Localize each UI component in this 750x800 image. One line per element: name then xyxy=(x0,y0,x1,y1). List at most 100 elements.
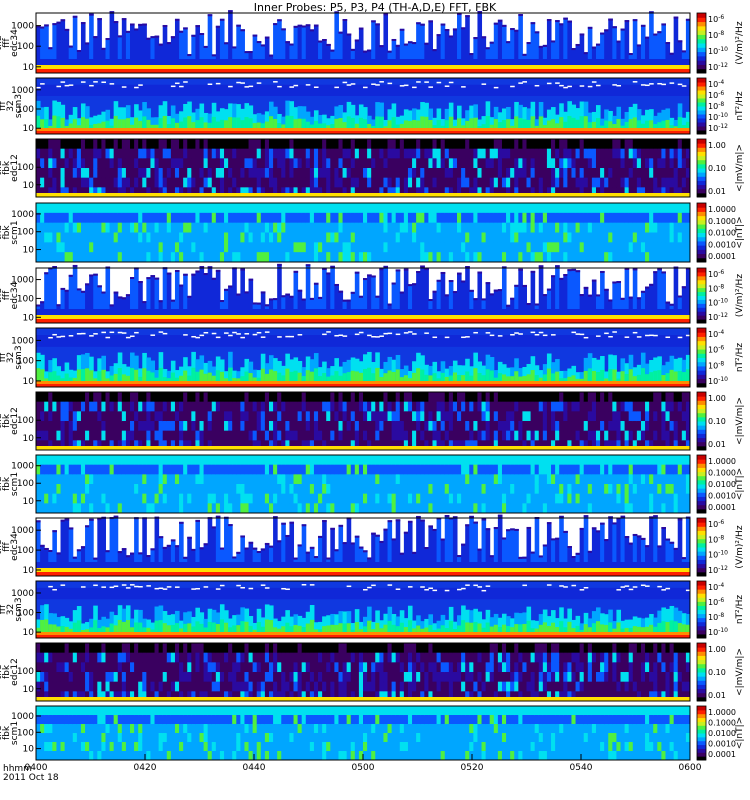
fbk-cell xyxy=(428,232,433,243)
fbk-cell xyxy=(501,430,507,441)
spectrum-cap xyxy=(187,54,192,57)
fbk-cell xyxy=(72,148,78,159)
fbk-cell xyxy=(628,212,634,224)
spectrum-core xyxy=(305,370,311,383)
fbk-cell xyxy=(326,222,331,233)
spectrum-column xyxy=(72,264,78,311)
fbk-cell xyxy=(420,440,425,451)
fbk-cell xyxy=(260,252,266,263)
fbk-cell xyxy=(371,392,376,403)
fbk-cell xyxy=(187,177,192,188)
fbk-cell xyxy=(685,421,691,432)
fbk-cell xyxy=(538,421,544,432)
fbk-cell xyxy=(285,484,290,495)
fbk-cell xyxy=(289,187,295,198)
noise-dot xyxy=(489,334,495,337)
fbk-cell xyxy=(162,148,168,159)
spectrum-cap xyxy=(375,295,380,298)
fbk-cell xyxy=(477,421,483,432)
noise-dot xyxy=(591,81,597,83)
fbk-cell xyxy=(379,411,384,422)
fbk-cell xyxy=(228,139,233,150)
fbk-cell xyxy=(150,493,156,504)
fbk-cell xyxy=(125,212,131,224)
fbk-cell xyxy=(407,168,413,179)
colorbar-swatch xyxy=(697,382,706,388)
fbk-cell xyxy=(326,252,331,263)
fbk-cell xyxy=(183,222,188,233)
fbk-cell xyxy=(85,177,90,188)
fbk-cell xyxy=(44,212,49,224)
y-axis-label: fff xyxy=(2,37,12,47)
colorbar-swatch xyxy=(697,25,706,31)
spectrum-core xyxy=(174,122,180,131)
fbk-cell xyxy=(215,474,221,485)
fbk-cell xyxy=(224,177,229,188)
fbk-cell xyxy=(485,430,491,441)
fbk-cell xyxy=(285,203,290,214)
fbk-cell xyxy=(559,401,564,412)
fbk-cell xyxy=(232,455,237,466)
fbk-cell xyxy=(154,411,160,422)
fbk-cell xyxy=(236,168,241,179)
fbk-cell xyxy=(604,392,609,403)
colorbar-swatch xyxy=(697,437,706,443)
fbk-cell xyxy=(379,430,384,441)
fbk-cell xyxy=(101,440,106,451)
fbk-cell xyxy=(657,203,662,214)
fbk-cell xyxy=(461,440,466,451)
fbk-cell xyxy=(546,177,552,188)
fbk-cell xyxy=(244,139,250,150)
fbk-cell xyxy=(48,430,53,441)
spectrum-column xyxy=(326,272,331,311)
fbk-cell xyxy=(207,464,213,475)
fbk-cell xyxy=(174,421,180,432)
fbk-cell xyxy=(174,474,180,485)
fbk-cell xyxy=(277,493,282,504)
colorbar-swatch xyxy=(697,271,706,277)
spectrum-column xyxy=(134,28,139,61)
fbk-cell xyxy=(542,177,548,188)
fbk-cell xyxy=(187,503,192,514)
fbk-cell xyxy=(375,440,380,451)
spectrum-core xyxy=(485,369,491,383)
fbk-cell xyxy=(97,484,102,495)
fbk-cell xyxy=(600,232,605,243)
fbk-cell xyxy=(174,503,180,514)
spectrum-column xyxy=(383,13,389,61)
spectrum-core xyxy=(653,370,658,383)
fbk-cell xyxy=(289,455,295,466)
fbk-cell xyxy=(256,493,262,504)
fbk-cell xyxy=(309,411,315,422)
fbk-cell xyxy=(134,474,139,485)
fbk-cell xyxy=(52,242,57,253)
fbk-cell xyxy=(653,232,658,243)
fbk-cell xyxy=(518,392,523,403)
spectrum-core xyxy=(224,120,229,131)
fbk-cell xyxy=(105,484,111,495)
fbk-cell xyxy=(440,158,446,169)
fbk-cell xyxy=(162,464,168,475)
spectrum-column xyxy=(669,52,675,61)
noise-dot xyxy=(326,331,331,333)
fbk-cell xyxy=(600,392,605,403)
fbk-cell xyxy=(211,474,217,485)
fbk-cell xyxy=(228,158,233,169)
fbk-cell xyxy=(309,493,315,504)
spectrum-core xyxy=(387,370,393,383)
spectrum-core xyxy=(420,369,425,383)
fbk-cell xyxy=(624,177,630,188)
fbk-cell xyxy=(322,440,327,451)
fbk-cell xyxy=(207,187,213,198)
noise-dot xyxy=(444,336,450,339)
fbk-cell xyxy=(318,158,323,169)
fbk-cell xyxy=(571,411,577,422)
fbk-cell xyxy=(591,411,597,422)
fbk-cell xyxy=(252,158,258,169)
fbk-cell xyxy=(616,203,622,214)
fbk-cell xyxy=(489,177,495,188)
fbk-cell xyxy=(244,242,250,253)
spectrum-column xyxy=(309,29,315,61)
colorbar-swatch xyxy=(697,159,706,165)
fbk-cell xyxy=(661,440,666,451)
